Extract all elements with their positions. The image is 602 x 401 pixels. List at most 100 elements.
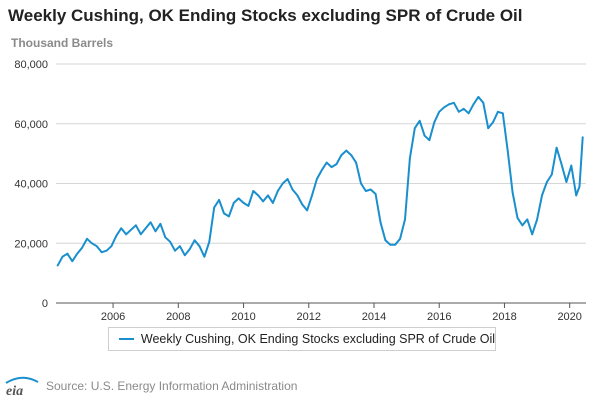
data-point bbox=[218, 199, 220, 201]
data-point bbox=[555, 146, 558, 149]
y-tick-label: 60,000 bbox=[14, 119, 48, 131]
data-point bbox=[550, 173, 553, 176]
data-point bbox=[521, 224, 524, 227]
data-point bbox=[545, 181, 548, 183]
data-point bbox=[257, 194, 260, 197]
y-tick-label: 80,000 bbox=[14, 59, 48, 71]
data-point bbox=[271, 202, 274, 204]
data-point bbox=[345, 149, 348, 152]
series-group bbox=[56, 95, 584, 267]
eia-logo-text: eia bbox=[6, 384, 23, 398]
x-tick-label: 2016 bbox=[427, 311, 451, 323]
data-point bbox=[428, 139, 431, 142]
data-point bbox=[66, 252, 69, 255]
data-point bbox=[262, 200, 265, 203]
data-point bbox=[423, 134, 426, 137]
data-point bbox=[335, 163, 338, 165]
data-point bbox=[135, 224, 137, 227]
data-point bbox=[578, 185, 581, 188]
y-axis-ticks: 0 20,000 40,000 60,000 80,000 bbox=[14, 59, 48, 310]
data-point bbox=[90, 242, 93, 245]
data-point bbox=[237, 197, 240, 200]
data-point bbox=[61, 255, 64, 258]
data-point bbox=[443, 106, 446, 109]
data-point bbox=[350, 154, 353, 157]
data-point bbox=[399, 237, 401, 240]
legend: Weekly Cushing, OK Ending Stocks excludi… bbox=[108, 327, 496, 351]
data-point bbox=[541, 194, 543, 197]
chart-title: Weekly Cushing, OK Ending Stocks excludi… bbox=[8, 6, 523, 25]
x-tick-label: 2014 bbox=[362, 311, 386, 323]
data-point bbox=[575, 194, 578, 197]
data-point bbox=[286, 178, 289, 180]
data-point bbox=[232, 202, 235, 204]
data-point bbox=[281, 182, 284, 185]
data-point bbox=[291, 188, 294, 191]
data-point bbox=[379, 221, 382, 224]
data-point bbox=[511, 191, 514, 194]
data-point bbox=[316, 178, 318, 180]
data-point bbox=[154, 230, 157, 233]
data-point bbox=[340, 154, 343, 157]
data-point bbox=[497, 110, 499, 113]
source-text: Source: U.S. Energy Information Administ… bbox=[46, 379, 298, 393]
data-point bbox=[526, 218, 529, 221]
data-point bbox=[71, 260, 74, 263]
data-point bbox=[115, 234, 118, 237]
data-point bbox=[565, 181, 568, 183]
data-point bbox=[457, 110, 460, 113]
data-point bbox=[404, 218, 406, 221]
data-point bbox=[276, 190, 279, 192]
data-point bbox=[487, 127, 490, 130]
data-point bbox=[394, 243, 397, 246]
data-point bbox=[330, 166, 333, 168]
data-point bbox=[531, 233, 534, 236]
eia-logo: eia bbox=[5, 376, 39, 398]
data-point bbox=[193, 239, 196, 242]
data-point bbox=[76, 252, 79, 255]
x-tick-label: 2008 bbox=[166, 311, 190, 323]
data-point bbox=[516, 216, 519, 219]
data-point bbox=[408, 157, 411, 160]
data-point bbox=[227, 215, 230, 218]
data-point bbox=[364, 190, 367, 192]
y-tick-label: 0 bbox=[42, 298, 48, 310]
data-point bbox=[369, 188, 372, 191]
data-point bbox=[130, 228, 132, 231]
data-point bbox=[482, 101, 485, 104]
data-point bbox=[462, 107, 465, 110]
data-point bbox=[81, 246, 83, 249]
data-point bbox=[433, 121, 436, 124]
data-point bbox=[325, 161, 328, 164]
data-point bbox=[560, 163, 563, 165]
data-point bbox=[242, 202, 245, 204]
data-point bbox=[100, 251, 103, 254]
data-point bbox=[311, 194, 313, 197]
series-line bbox=[56, 95, 584, 267]
data-point bbox=[120, 227, 123, 230]
data-point bbox=[159, 222, 162, 225]
data-point bbox=[105, 249, 108, 252]
data-point bbox=[306, 209, 309, 212]
data-point bbox=[296, 194, 299, 197]
data-point bbox=[110, 245, 113, 248]
data-point bbox=[418, 119, 421, 122]
data-point bbox=[453, 101, 455, 104]
data-point bbox=[355, 161, 357, 164]
data-point bbox=[477, 95, 480, 98]
x-tick-label: 2020 bbox=[557, 311, 581, 323]
data-point bbox=[448, 103, 450, 106]
data-point bbox=[467, 112, 470, 115]
data-point bbox=[213, 206, 216, 209]
data-point bbox=[570, 164, 573, 167]
x-tick-label: 2010 bbox=[231, 311, 255, 323]
data-point bbox=[174, 249, 176, 252]
data-point bbox=[360, 182, 362, 185]
data-point bbox=[149, 221, 152, 224]
legend-swatch bbox=[119, 338, 134, 340]
data-point bbox=[144, 227, 147, 230]
data-point bbox=[179, 245, 181, 248]
data-point bbox=[223, 212, 225, 215]
data-point bbox=[198, 245, 201, 248]
data-point bbox=[139, 233, 142, 236]
